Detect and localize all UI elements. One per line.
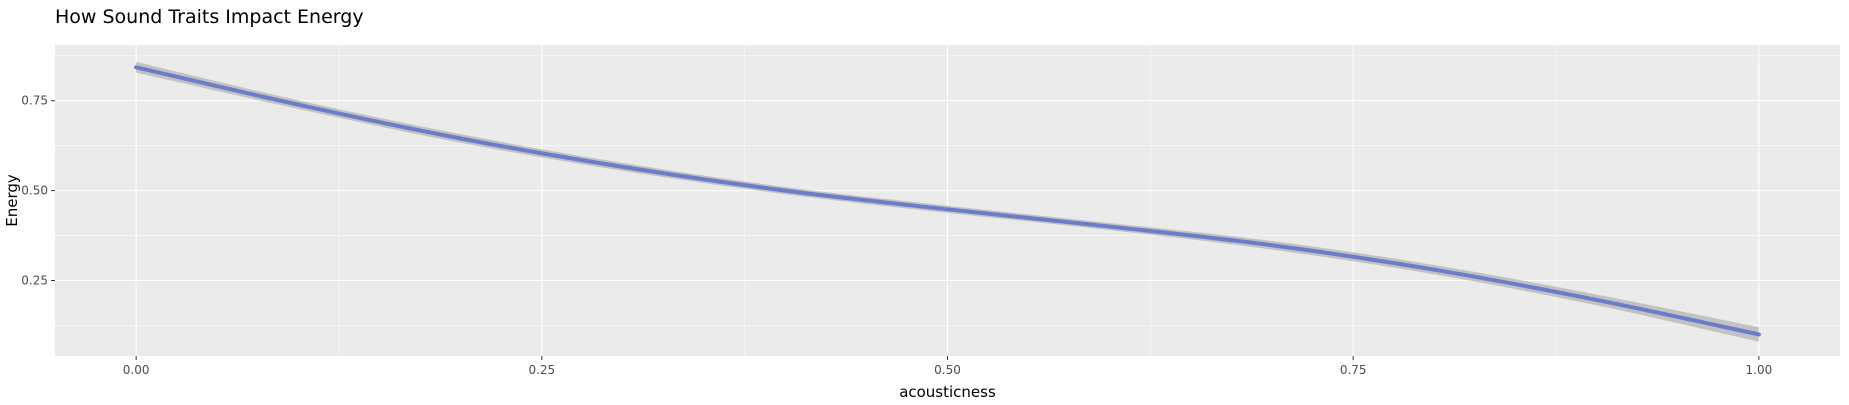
y-axis-title: Energy bbox=[3, 174, 21, 227]
y-tick-label: 0.25 bbox=[21, 273, 48, 287]
smooth-trend-line bbox=[134, 65, 1761, 337]
grid-lines bbox=[55, 45, 1840, 356]
smooth-line-layer bbox=[134, 65, 1761, 337]
x-tick-label: 0.25 bbox=[528, 363, 555, 377]
y-tick-label: 0.50 bbox=[21, 184, 48, 198]
x-tick-label: 1.00 bbox=[1746, 363, 1773, 377]
y-tick-label: 0.75 bbox=[21, 94, 48, 108]
x-axis-title: acousticness bbox=[899, 383, 996, 400]
chart-title: How Sound Traits Impact Energy bbox=[55, 6, 364, 28]
x-tick-label: 0.00 bbox=[123, 363, 150, 377]
x-tick-label: 0.75 bbox=[1340, 363, 1367, 377]
x-tick-label: 0.50 bbox=[934, 363, 961, 377]
axis-ticks: 0.00 0.25 0.50 0.75 1.00 0.25 0.50 0.75 bbox=[21, 94, 1772, 377]
